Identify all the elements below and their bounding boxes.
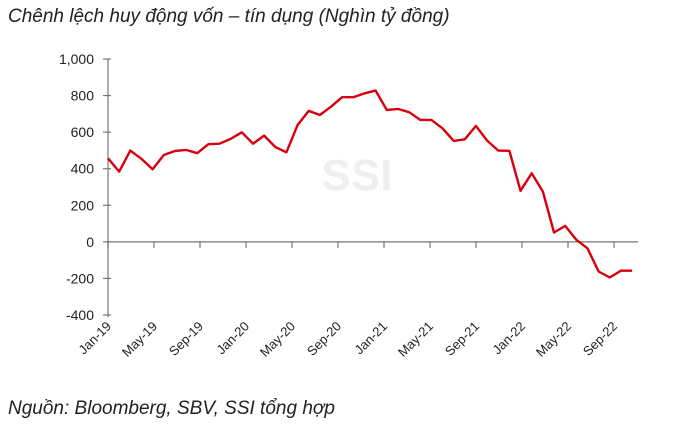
y-tick-label: 400 bbox=[71, 161, 95, 177]
x-tick-label: Sep-20 bbox=[304, 319, 344, 359]
y-tick-label: -400 bbox=[66, 307, 94, 323]
x-tick-label: May-19 bbox=[119, 319, 160, 360]
x-tick-label: Sep-19 bbox=[166, 319, 206, 359]
y-tick-label: -200 bbox=[66, 270, 94, 286]
x-tick-label: May-20 bbox=[257, 319, 298, 360]
watermark: SSI bbox=[322, 151, 393, 200]
x-tick-label: Sep-21 bbox=[442, 319, 482, 359]
x-tick-label: Jan-19 bbox=[75, 319, 114, 358]
y-tick-label: 0 bbox=[86, 234, 94, 250]
chart-source: Nguồn: Bloomberg, SBV, SSI tổng hợp bbox=[8, 398, 335, 419]
x-tick-label: May-21 bbox=[395, 319, 436, 360]
x-tick-label: Sep-22 bbox=[580, 319, 620, 359]
x-tick-label: Jan-21 bbox=[351, 319, 390, 358]
series-line bbox=[107, 89, 633, 279]
y-tick-label: 600 bbox=[71, 124, 95, 140]
y-tick-label: 200 bbox=[71, 197, 95, 213]
chart-title: Chênh lệch huy động vốn – tín dụng (Nghì… bbox=[8, 6, 450, 27]
y-tick-label: 800 bbox=[71, 88, 95, 104]
x-tick-label: Jan-20 bbox=[213, 319, 252, 358]
x-tick-label: Jan-22 bbox=[489, 319, 528, 358]
y-tick-label: 1,000 bbox=[59, 51, 94, 67]
x-tick-label: May-22 bbox=[533, 319, 574, 360]
